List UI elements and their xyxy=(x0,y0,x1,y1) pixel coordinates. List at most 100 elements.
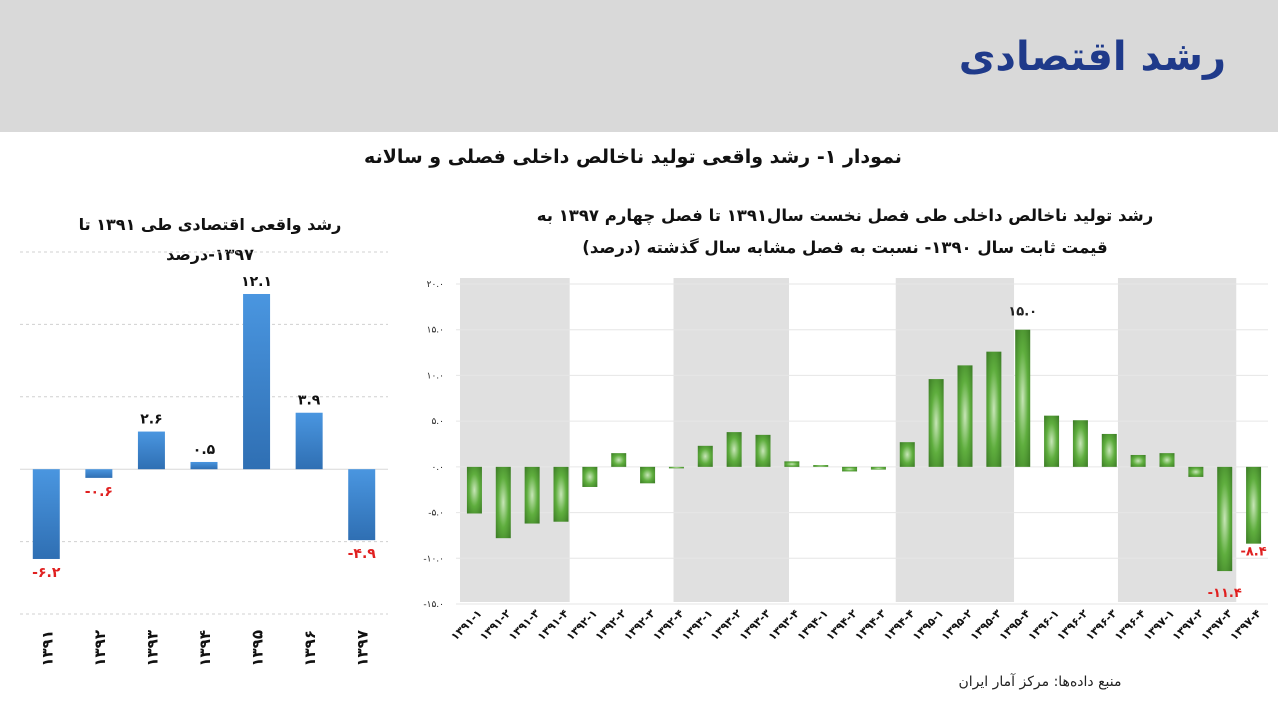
quarterly-category-label: ۱۳۹۶-۴ xyxy=(1112,607,1148,643)
annual-data-label: -۰.۶ xyxy=(85,484,113,500)
y-tick-label: -۵.۰ xyxy=(428,509,444,519)
page-title: رشد اقتصادی xyxy=(958,34,1226,80)
quarterly-bar xyxy=(842,466,858,472)
annual-data-label: ۱۲.۱ xyxy=(241,274,272,290)
quarterly-title-line-2: قیمت ثابت سال ۱۳۹۰- نسبت به فصل مشابه سا… xyxy=(582,238,1108,257)
quarterly-data-label: -۱۱.۴ xyxy=(1208,586,1242,601)
quarterly-bar xyxy=(1044,415,1060,467)
quarterly-category-label: ۱۳۹۴-۲ xyxy=(824,607,860,643)
quarterly-bar xyxy=(1159,453,1175,467)
quarterly-bar xyxy=(466,466,482,514)
y-tick-label: ۲۰.۰ xyxy=(427,280,444,290)
quarterly-bar xyxy=(813,465,829,467)
quarterly-category-label: ۱۳۹۱-۱ xyxy=(448,607,484,643)
y-tick-label: ۵.۰ xyxy=(431,417,444,427)
quarterly-bar xyxy=(784,461,800,467)
source-note: منبع داده‌ها: مرکز آمار ایران xyxy=(958,674,1122,690)
annual-data-label: ۳.۹ xyxy=(298,393,321,409)
quarterly-category-label: ۱۳۹۵-۲ xyxy=(939,607,975,643)
quarterly-category-label: ۱۳۹۴-۳ xyxy=(852,607,888,643)
y-tick-label: ۱۰.۰ xyxy=(427,371,444,381)
quarterly-category-label: ۱۳۹۳-۱ xyxy=(679,607,715,643)
annual-category-label: ۱۳۹۷ xyxy=(354,630,372,667)
annual-bar xyxy=(348,469,376,541)
quarterly-category-label: ۱۳۹۴-۱ xyxy=(795,607,831,643)
quarterly-category-label: ۱۳۹۵-۳ xyxy=(968,607,1004,643)
quarterly-category-label: ۱۳۹۱-۳ xyxy=(506,607,542,643)
quarterly-bar xyxy=(1246,466,1262,544)
annual-category-label: ۱۳۹۱ xyxy=(38,630,56,667)
annual-data-label: ۰.۵ xyxy=(193,442,216,458)
quarterly-category-label: ۱۳۹۲-۳ xyxy=(622,607,658,643)
quarterly-category-label: ۱۳۹۱-۴ xyxy=(535,607,571,643)
quarterly-bar xyxy=(640,466,656,484)
annual-category-label: ۱۳۹۲ xyxy=(91,630,109,667)
y-tick-label: ۱۵.۰ xyxy=(427,326,444,336)
quarterly-title-line-1: رشد تولید ناخالص داخلی طی فصل نخست سال۱۳… xyxy=(536,206,1154,225)
annual-title-line-2: ۱۳۹۷-درصد xyxy=(166,245,254,264)
annual-bar xyxy=(243,293,271,470)
quarterly-category-label: ۱۳۹۶-۱ xyxy=(1026,607,1062,643)
quarterly-category-label: ۱۳۹۴-۴ xyxy=(881,607,917,643)
quarterly-bar xyxy=(755,434,771,467)
quarterly-category-label: ۱۳۹۳-۴ xyxy=(766,607,802,643)
quarterly-bar xyxy=(928,379,944,467)
header-band: رشد اقتصادی xyxy=(0,0,1278,132)
quarterly-bar xyxy=(1217,466,1233,572)
quarterly-bar xyxy=(1101,433,1117,467)
annual-title-line-1: رشد واقعی اقتصادی طی ۱۳۹۱ تا xyxy=(78,215,342,234)
quarterly-category-label: ۱۳۹۲-۴ xyxy=(650,607,686,643)
y-tick-label: -۱۵.۰ xyxy=(423,600,444,610)
quarterly-bar xyxy=(611,453,627,467)
annual-data-label: -۶.۲ xyxy=(32,565,61,581)
annual-category-label: ۱۳۹۳ xyxy=(143,630,161,667)
quarterly-category-label: ۱۳۹۶-۲ xyxy=(1054,607,1090,643)
quarterly-data-label: ۱۵.۰ xyxy=(1008,305,1037,320)
annual-category-label: ۱۳۹۵ xyxy=(249,630,267,667)
quarterly-category-label: ۱۳۹۶-۳ xyxy=(1083,607,1119,643)
quarterly-category-label: ۱۳۹۲-۲ xyxy=(593,607,629,643)
shaded-band xyxy=(1117,278,1237,602)
quarterly-chart-title: رشد تولید ناخالص داخلی طی فصل نخست سال۱۳… xyxy=(470,200,1220,264)
annual-category-label: ۱۳۹۴ xyxy=(196,630,214,667)
quarterly-bar xyxy=(697,445,713,467)
quarterly-category-label: ۱۳۹۵-۱ xyxy=(910,607,946,643)
y-tick-label: ۰.۰ xyxy=(431,463,444,473)
figure-title: نمودار ۱- رشد واقعی تولید ناخالص داخلی ف… xyxy=(364,146,902,168)
annual-data-label: -۴.۹ xyxy=(348,546,377,562)
quarterly-bar xyxy=(668,466,684,469)
quarterly-category-label: ۱۳۹۷-۴ xyxy=(1228,607,1264,643)
quarterly-bar xyxy=(553,466,569,522)
quarterly-category-label: ۱۳۹۲-۱ xyxy=(564,607,600,643)
annual-bar xyxy=(190,461,218,470)
quarterly-bar xyxy=(726,432,742,467)
quarterly-category-label: ۱۳۹۷-۳ xyxy=(1199,607,1235,643)
annual-bar xyxy=(85,469,113,478)
quarterly-bar xyxy=(899,442,915,467)
quarterly-bar xyxy=(1188,466,1204,477)
quarterly-category-label: ۱۳۹۵-۴ xyxy=(997,607,1033,643)
quarterly-bar xyxy=(1130,454,1146,467)
annual-chart-title: رشد واقعی اقتصادی طی ۱۳۹۱ تا ۱۳۹۷-درصد xyxy=(40,210,380,270)
quarterly-bar xyxy=(1072,420,1088,467)
quarterly-bar xyxy=(986,351,1002,467)
quarterly-bar xyxy=(495,466,511,539)
y-tick-label: -۱۰.۰ xyxy=(423,554,444,564)
annual-bar xyxy=(32,469,60,559)
quarterly-category-label: ۱۳۹۱-۲ xyxy=(477,607,513,643)
quarterly-category-label: ۱۳۹۷-۱ xyxy=(1141,607,1177,643)
annual-category-label: ۱۳۹۶ xyxy=(301,630,319,667)
annual-data-label: ۲.۶ xyxy=(140,412,162,428)
shaded-band xyxy=(460,278,570,602)
quarterly-category-label: ۱۳۹۳-۲ xyxy=(708,607,744,643)
quarterly-data-label: -۸.۴ xyxy=(1240,545,1266,560)
quarterly-category-label: ۱۳۹۷-۲ xyxy=(1170,607,1206,643)
annual-bar xyxy=(137,431,165,470)
quarterly-bar xyxy=(957,365,973,467)
quarterly-category-label: ۱۳۹۳-۳ xyxy=(737,607,773,643)
quarterly-bar xyxy=(582,466,598,487)
annual-growth-chart: -۶.۲ ۱۳۹۱ -۰.۶ ۱۳۹۲ ۲.۶ ۱۳۹۳ ۰.۵ ۱۳۹۴ ۱۲.۱ ۱۳۹۵ ۳.… xyxy=(20,251,388,667)
annual-bar xyxy=(295,412,323,470)
quarterly-bar xyxy=(524,466,540,524)
